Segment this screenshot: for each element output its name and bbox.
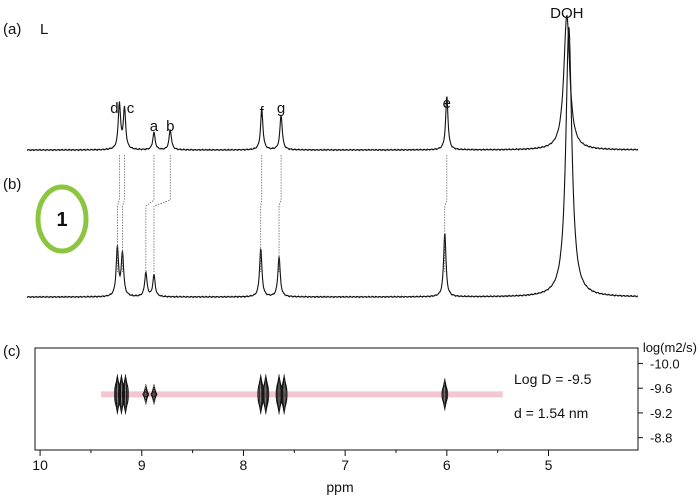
peak-label-a: a [150, 118, 159, 135]
dosy-contour [150, 384, 158, 405]
spectrum-b-trace [26, 27, 639, 299]
y-axis: -10.0 -9.6 -9.2 -8.8 [638, 356, 680, 446]
y-axis-label: log(m2/s) [643, 340, 697, 355]
dosy-contour [262, 374, 270, 415]
x-tick-label: 8 [240, 457, 248, 473]
dosy-contour [257, 374, 265, 415]
peak-correlation-lines [117, 155, 448, 272]
annotation-logd: Log D = -9.5 [514, 371, 592, 387]
panel-b-label: (b) [3, 176, 21, 193]
correlation-line [145, 155, 155, 272]
compound-badge-label: 1 [56, 209, 67, 231]
correlation-line [153, 155, 171, 272]
y-tick-label: -10.0 [650, 356, 680, 371]
spectrum-a-trace [26, 14, 639, 152]
annotation-diameter: d = 1.54 nm [514, 405, 588, 421]
dosy-contour [441, 378, 449, 411]
dosy-contour [122, 374, 129, 415]
diffusion-band [101, 391, 503, 398]
peak-labels: d ca b f g e DOH [110, 5, 583, 135]
y-tick-label: -8.8 [650, 431, 672, 446]
peak-label-b: b [166, 118, 174, 135]
ligand-label: L [40, 21, 48, 38]
peak-label-DOH: DOH [550, 5, 583, 22]
correlation-line [444, 155, 448, 272]
peak-label-g: g [277, 100, 285, 117]
dosy-plot-frame [34, 347, 639, 451]
panel-c-label: (c) [3, 343, 21, 360]
peak-label-f: f [260, 104, 265, 121]
x-tick-label: 10 [32, 457, 48, 473]
correlation-line [278, 155, 282, 272]
x-tick-label: 6 [443, 457, 451, 473]
compound-badge-ring [35, 184, 89, 254]
x-tick-label: 7 [341, 457, 349, 473]
y-tick-label: -9.2 [650, 406, 672, 421]
peak-label-c: c [127, 100, 135, 117]
peak-label-e: e [443, 95, 451, 112]
dosy-contours [114, 374, 449, 415]
correlation-line [122, 155, 125, 272]
correlation-line [117, 155, 120, 272]
x-tick-label: 5 [545, 457, 553, 473]
y-tick-label: -9.6 [650, 381, 672, 396]
dosy-contour [142, 384, 150, 405]
spectrum-b [26, 27, 639, 299]
x-axis: 10 9 8 7 6 5 [32, 450, 553, 473]
spectrum-a [26, 14, 639, 152]
dosy-contour [280, 374, 288, 415]
correlation-line [260, 155, 263, 272]
x-axis-label: ppm [326, 479, 353, 495]
x-tick-label: 9 [138, 457, 146, 473]
panel-a-label: (a) [3, 21, 21, 38]
peak-label-d: d [110, 100, 118, 117]
